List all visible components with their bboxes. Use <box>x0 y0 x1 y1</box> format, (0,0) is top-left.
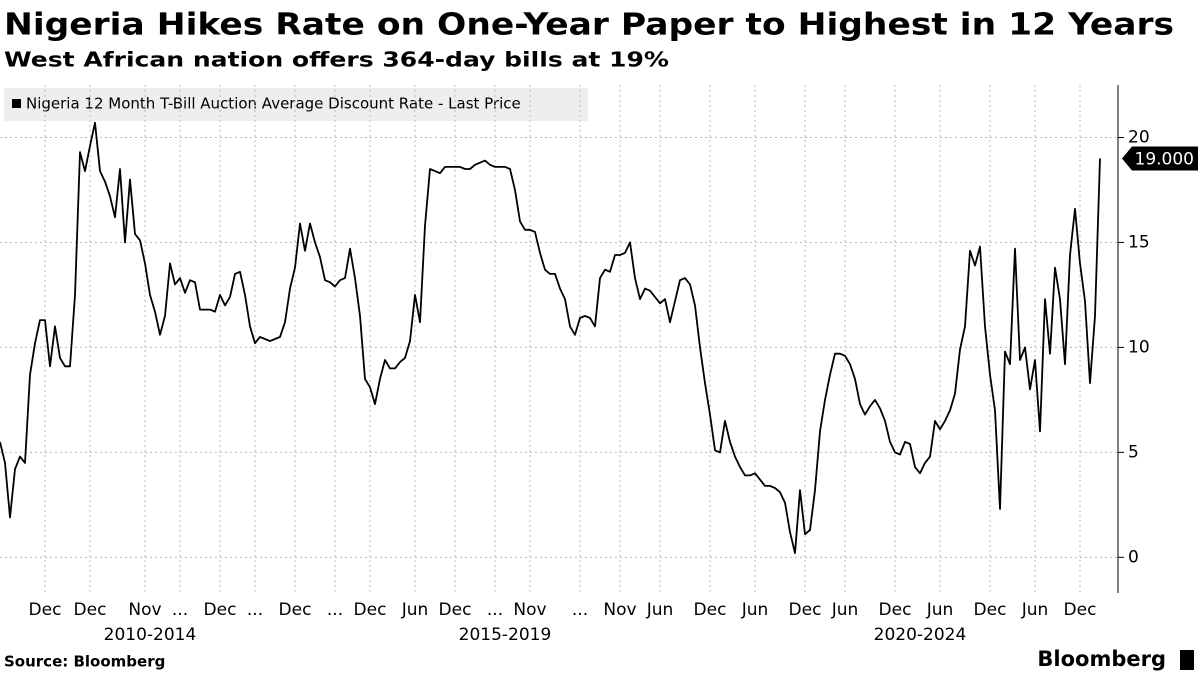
chart-subtitle: West African nation offers 364-day bills… <box>4 48 669 72</box>
brand: Bloomberg <box>1037 647 1166 671</box>
legend-swatch <box>12 99 21 108</box>
y-tick-label: 20 <box>1128 127 1150 147</box>
x-tick-label: Dec <box>279 600 312 620</box>
legend-box <box>4 88 588 121</box>
x-tick-label: ... <box>327 600 343 620</box>
y-tick-label: 10 <box>1128 337 1150 357</box>
x-tick-label: Dec <box>439 600 472 620</box>
x-tick-label: Jun <box>1021 600 1049 620</box>
y-tick-label: 5 <box>1128 442 1139 462</box>
x-tick-label: ... <box>487 600 503 620</box>
y-tick-label: 0 <box>1128 547 1139 567</box>
x-tick-label: Dec <box>694 600 727 620</box>
x-tick-label: Dec <box>74 600 107 620</box>
x-tick-label: ... <box>247 600 263 620</box>
x-tick-label: Nov <box>513 600 546 620</box>
x-tick-label: Dec <box>204 600 237 620</box>
x-group-label: 2010-2014 <box>104 625 197 645</box>
x-tick-label: ... <box>172 600 188 620</box>
x-group-label: 2020-2024 <box>874 625 967 645</box>
brand-icon <box>1180 650 1194 670</box>
x-tick-label: Nov <box>128 600 161 620</box>
x-tick-label: Dec <box>974 600 1007 620</box>
x-tick-label: Jun <box>741 600 769 620</box>
x-tick-label: Jun <box>831 600 859 620</box>
y-tick-label: 15 <box>1128 232 1150 252</box>
x-tick-label: Dec <box>354 600 387 620</box>
x-tick-label: Jun <box>646 600 674 620</box>
chart-title: Nigeria Hikes Rate on One-Year Paper to … <box>4 8 1174 43</box>
x-tick-label: Dec <box>789 600 822 620</box>
x-tick-label: ... <box>572 600 588 620</box>
x-tick-label: Dec <box>29 600 62 620</box>
last-value-label: 19.000 <box>1135 149 1194 169</box>
x-tick-label: Dec <box>1064 600 1097 620</box>
line <box>0 121 1101 554</box>
x-group-label: 2015-2019 <box>459 625 552 645</box>
x-tick-label: Jun <box>401 600 429 620</box>
source: Source: Bloomberg <box>4 653 165 671</box>
last-value-tag <box>1122 146 1198 171</box>
x-tick-label: Nov <box>603 600 636 620</box>
x-tick-label: Jun <box>926 600 954 620</box>
legend-label: Nigeria 12 Month T-Bill Auction Average … <box>26 95 521 113</box>
x-tick-label: Dec <box>879 600 912 620</box>
